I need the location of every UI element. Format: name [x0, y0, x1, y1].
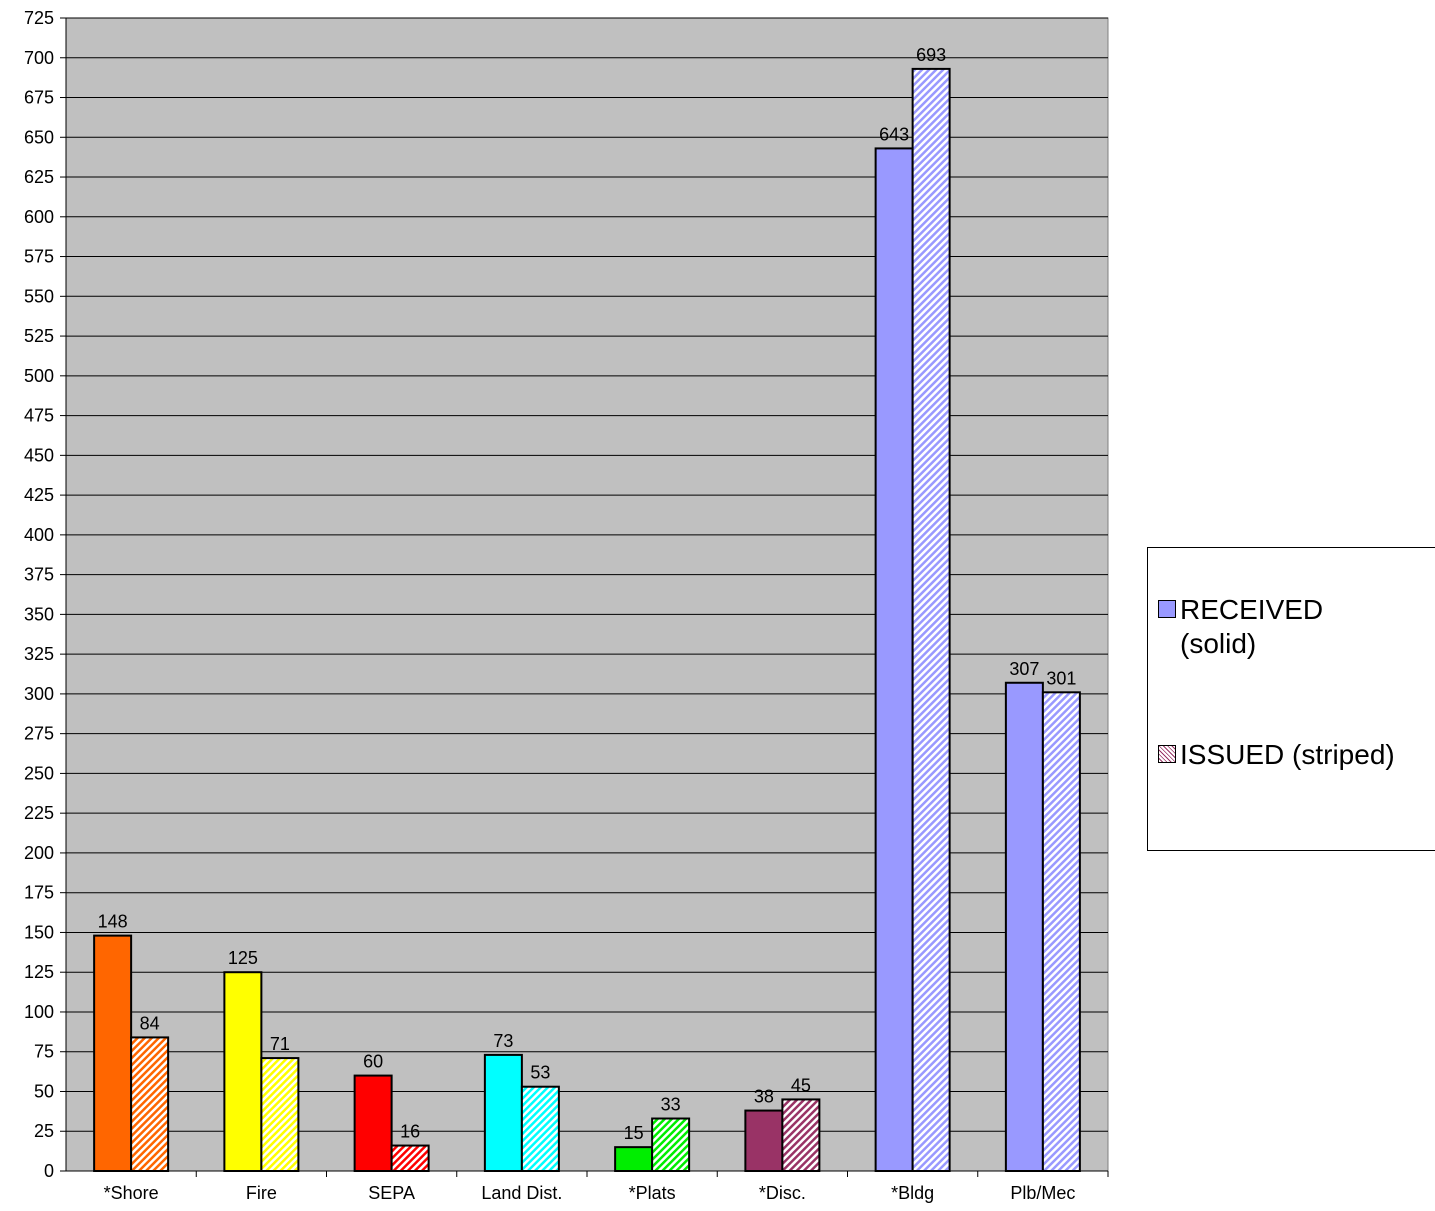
bar-issued-5 — [781, 1098, 821, 1172]
legend-label-issued: ISSUED (striped) — [1180, 739, 1395, 770]
bar-issued-1 — [260, 1057, 300, 1173]
bar-issued-0 — [130, 1036, 170, 1172]
x-category-label: Land Dist. — [481, 1183, 562, 1203]
data-label: 693 — [916, 45, 946, 65]
y-tick-label: 275 — [24, 724, 54, 744]
y-tick-label: 250 — [24, 763, 54, 783]
bar-received-7 — [1004, 681, 1044, 1173]
x-category-label: *Bldg — [891, 1183, 934, 1203]
data-label: 307 — [1009, 659, 1039, 679]
data-label: 148 — [98, 912, 128, 932]
bar-received-3 — [483, 1053, 523, 1172]
y-tick-label: 625 — [24, 167, 54, 187]
legend: RECEIVED (solid) ISSUED (striped) — [1147, 547, 1435, 851]
x-category-label: *Plats — [629, 1183, 676, 1203]
x-category-label: *Shore — [104, 1183, 159, 1203]
y-tick-label: 450 — [24, 445, 54, 465]
y-tick-label: 400 — [24, 525, 54, 545]
data-label: 73 — [493, 1031, 513, 1051]
y-tick-label: 50 — [34, 1081, 54, 1101]
bar-received-4 — [614, 1146, 654, 1172]
y-tick-label: 500 — [24, 366, 54, 386]
y-tick-label: 200 — [24, 843, 54, 863]
bar-issued-7 — [1041, 691, 1081, 1172]
bar-received-5 — [744, 1109, 784, 1172]
x-category-label: Plb/Mec — [1010, 1183, 1075, 1203]
bar-received-2 — [353, 1074, 393, 1173]
data-label: 45 — [791, 1075, 811, 1095]
bar-issued-2 — [390, 1144, 430, 1172]
legend-item-received: RECEIVED (solid) — [1158, 593, 1323, 661]
y-tick-label: 75 — [34, 1042, 54, 1062]
y-tick-label: 475 — [24, 406, 54, 426]
data-label: 53 — [530, 1063, 550, 1083]
data-label: 15 — [624, 1123, 644, 1143]
y-tick-label: 300 — [24, 684, 54, 704]
y-tick-label: 375 — [24, 565, 54, 585]
y-tick-label: 675 — [24, 88, 54, 108]
data-label: 60 — [363, 1052, 383, 1072]
x-category-label: SEPA — [368, 1183, 415, 1203]
y-tick-label: 600 — [24, 207, 54, 227]
legend-swatch-issued — [1158, 744, 1176, 763]
legend-swatch-received — [1158, 599, 1176, 618]
y-tick-label: 0 — [44, 1161, 54, 1181]
legend-label-received-sub: (solid) — [1180, 628, 1257, 659]
bar-received-0 — [93, 934, 133, 1172]
y-tick-label: 175 — [24, 883, 54, 903]
y-tick-label: 525 — [24, 326, 54, 346]
y-tick-label: 225 — [24, 803, 54, 823]
plot-area — [65, 17, 1109, 1172]
y-tick-label: 25 — [34, 1121, 54, 1141]
y-tick-label: 150 — [24, 922, 54, 942]
y-tick-label: 575 — [24, 247, 54, 267]
data-label: 125 — [228, 948, 258, 968]
labels: 0 25 50 75 100 125 150 175 200 225 250 275 300 325 350… — [24, 8, 1076, 1203]
y-tick-label: 700 — [24, 48, 54, 68]
y-tick-label: 325 — [24, 644, 54, 664]
y-tick-label: 650 — [24, 127, 54, 147]
bars — [93, 67, 1081, 1173]
bar-received-1 — [223, 971, 263, 1173]
data-label: 71 — [270, 1034, 290, 1054]
bar-issued-6 — [911, 67, 951, 1173]
data-label: 643 — [879, 124, 909, 144]
data-label: 33 — [661, 1095, 681, 1115]
x-category-label: *Disc. — [759, 1183, 806, 1203]
y-tick-label: 550 — [24, 286, 54, 306]
y-tick-label: 725 — [24, 8, 54, 28]
y-tick-label: 100 — [24, 1002, 54, 1022]
y-tick-label: 350 — [24, 604, 54, 624]
data-label: 38 — [754, 1087, 774, 1107]
bar-issued-3 — [520, 1085, 560, 1172]
legend-item-issued: ISSUED (striped) — [1158, 738, 1395, 772]
bar-issued-4 — [651, 1117, 691, 1173]
y-tick-label: 125 — [24, 962, 54, 982]
data-label: 16 — [400, 1122, 420, 1142]
legend-label-received: RECEIVED — [1180, 594, 1324, 625]
y-tick-label: 425 — [24, 485, 54, 505]
x-category-label: Fire — [246, 1183, 277, 1203]
bar-received-6 — [874, 147, 914, 1173]
data-label: 301 — [1046, 668, 1076, 688]
data-label: 84 — [140, 1013, 160, 1033]
